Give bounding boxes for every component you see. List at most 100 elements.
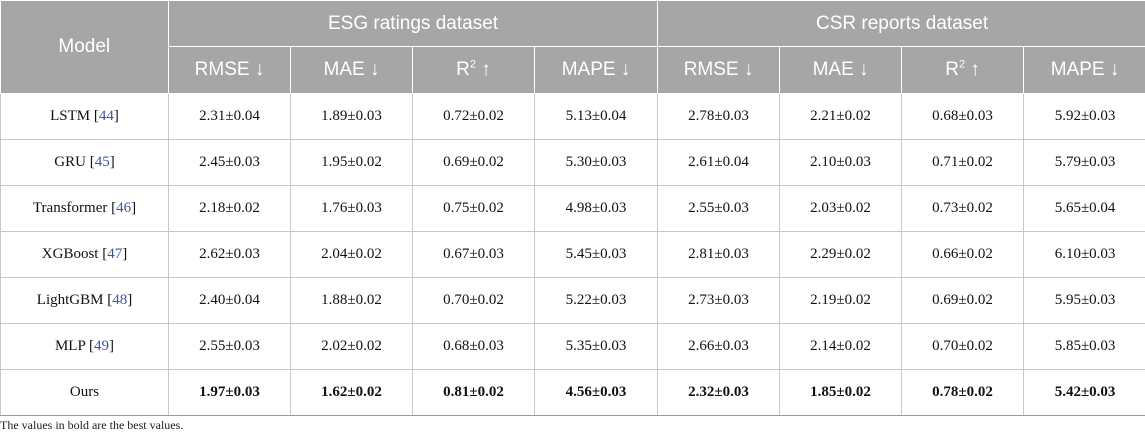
model-name: GRU (54, 154, 86, 170)
value-cell: 2.40±0.04 (168, 277, 291, 324)
table-row: LightGBM [48] 2.40±0.04 1.88±0.02 0.70±0.02… (0, 277, 1145, 324)
citation-link[interactable]: 49 (94, 338, 110, 354)
value-cell: 0.71±0.02 (901, 139, 1025, 186)
value-cell: 2.81±0.03 (657, 231, 781, 278)
metric-arrow: ↓ (853, 59, 869, 80)
value-cell: 1.89±0.03 (290, 93, 413, 140)
value-cell: 2.21±0.02 (779, 93, 903, 140)
value-cell: 1.88±0.02 (290, 277, 413, 324)
metric-name: RMSE (683, 59, 739, 80)
header-metric-csr-mape: MAPE ↓ (1023, 46, 1145, 94)
header-metric-esg-mape: MAPE ↓ (533, 46, 659, 94)
value-cell: 0.73±0.02 (901, 185, 1025, 232)
metric-name: MAPE (561, 59, 616, 80)
value-cell: 2.18±0.02 (168, 185, 291, 232)
value-cell: 2.14±0.02 (779, 323, 903, 370)
citation-link[interactable]: 47 (107, 246, 123, 262)
value-cell: 2.73±0.03 (657, 277, 781, 324)
value-cell: 5.22±0.03 (533, 277, 659, 324)
value-cell: 2.04±0.02 (290, 231, 413, 278)
table-row: Ours 1.97±0.03 1.62±0.02 0.81±0.02 4.56±0.03… (0, 369, 1145, 416)
value-cell: 2.02±0.02 (290, 323, 413, 370)
value-cell: 0.68±0.03 (901, 93, 1025, 140)
table-footnote: The values in bold are the best values. (0, 418, 184, 432)
header-metric-csr-rmse: RMSE ↓ (657, 46, 781, 94)
metric-arrow: ↑ (476, 59, 491, 80)
value-cell: 5.92±0.03 (1023, 93, 1145, 140)
table-row: GRU [45] 2.45±0.03 1.95±0.02 0.69±0.02 5.30±… (0, 139, 1145, 186)
metric-arrow: ↓ (738, 59, 754, 80)
value-cell: 0.67±0.03 (412, 231, 535, 278)
value-cell: 1.76±0.03 (290, 185, 413, 232)
value-cell: 0.68±0.03 (412, 323, 535, 370)
header-model: Model (0, 0, 169, 94)
value-cell: 2.10±0.03 (779, 139, 903, 186)
header-metric-esg-rmse: RMSE ↓ (168, 46, 291, 94)
value-cell: 5.35±0.03 (533, 323, 659, 370)
value-cell: 0.69±0.02 (901, 277, 1025, 324)
citation-link[interactable]: 45 (94, 154, 110, 170)
value-cell: 2.55±0.03 (657, 185, 781, 232)
value-cell: 0.75±0.02 (412, 185, 535, 232)
metric-arrow: ↓ (364, 59, 380, 80)
value-cell: 5.65±0.04 (1023, 185, 1145, 232)
metric-superscript: 2 (469, 58, 477, 71)
metric-name: MAE (323, 59, 365, 80)
header-metric-esg-r: R2 ↑ (412, 46, 535, 94)
value-cell: 2.61±0.04 (657, 139, 781, 186)
value-cell: 4.98±0.03 (533, 185, 659, 232)
metric-arrow: ↓ (1104, 59, 1120, 80)
value-cell: 2.19±0.02 (779, 277, 903, 324)
model-cell: XGBoost [47] (0, 231, 169, 278)
value-cell: 0.81±0.02 (412, 369, 535, 416)
value-cell: 2.78±0.03 (657, 93, 781, 140)
value-cell: 2.03±0.02 (779, 185, 903, 232)
model-name: LightGBM (36, 292, 104, 308)
metric-name: RMSE (194, 59, 250, 80)
table-row: XGBoost [47] 2.62±0.03 2.04±0.02 0.67±0.03 5… (0, 231, 1145, 278)
table-row: LSTM [44] 2.31±0.04 1.89±0.03 0.72±0.02 5.13… (0, 93, 1145, 140)
value-cell: 5.13±0.04 (533, 93, 659, 140)
header-group-csr: CSR reports dataset (657, 0, 1145, 47)
model-cell: GRU [45] (0, 139, 169, 186)
value-cell: 1.85±0.02 (779, 369, 903, 416)
metric-arrow: ↓ (615, 59, 631, 80)
value-cell: 0.69±0.02 (412, 139, 535, 186)
value-cell: 5.42±0.03 (1023, 369, 1145, 416)
model-cell: Ours (0, 369, 169, 416)
citation-link[interactable]: 46 (116, 200, 132, 216)
metric-name: R (456, 59, 470, 80)
metric-arrow: ↑ (965, 59, 980, 80)
value-cell: 5.30±0.03 (533, 139, 659, 186)
table-row: Transformer [46] 2.18±0.02 1.76±0.03 0.75±0… (0, 185, 1145, 232)
value-cell: 4.56±0.03 (533, 369, 659, 416)
citation-link[interactable]: 44 (98, 108, 114, 124)
value-cell: 2.32±0.03 (657, 369, 781, 416)
value-cell: 1.62±0.02 (290, 369, 413, 416)
value-cell: 2.55±0.03 (168, 323, 291, 370)
value-cell: 6.10±0.03 (1023, 231, 1145, 278)
model-cell: MLP [49] (0, 323, 169, 370)
table-header: Model ESG ratings dataset CSR reports da… (0, 0, 1145, 94)
metric-header-row: RMSE ↓ MAE ↓ R2 ↑ MAPE ↓ RMSE ↓ MAE ↓ R2 ↑ MAPE… (1, 46, 1145, 94)
results-table: Model ESG ratings dataset CSR reports da… (0, 0, 1145, 416)
value-cell: 0.70±0.02 (901, 323, 1025, 370)
model-cell: LightGBM [48] (0, 277, 169, 324)
value-cell: 0.72±0.02 (412, 93, 535, 140)
model-name: LSTM (50, 108, 91, 124)
header-group-esg: ESG ratings dataset (167, 0, 659, 47)
value-cell: 0.78±0.02 (901, 369, 1025, 416)
model-cell: LSTM [44] (0, 93, 169, 140)
value-cell: 2.62±0.03 (168, 231, 291, 278)
model-cell: Transformer [46] (0, 185, 169, 232)
value-cell: 1.97±0.03 (168, 369, 291, 416)
citation-link[interactable]: 48 (112, 292, 128, 308)
value-cell: 0.70±0.02 (412, 277, 535, 324)
value-cell: 5.79±0.03 (1023, 139, 1145, 186)
value-cell: 1.95±0.02 (290, 139, 413, 186)
value-cell: 5.95±0.03 (1023, 277, 1145, 324)
model-name: MLP (54, 338, 86, 354)
value-cell: 2.29±0.02 (779, 231, 903, 278)
value-cell: 5.85±0.03 (1023, 323, 1145, 370)
table-row: MLP [49] 2.55±0.03 2.02±0.02 0.68±0.03 5.35±… (0, 323, 1145, 370)
